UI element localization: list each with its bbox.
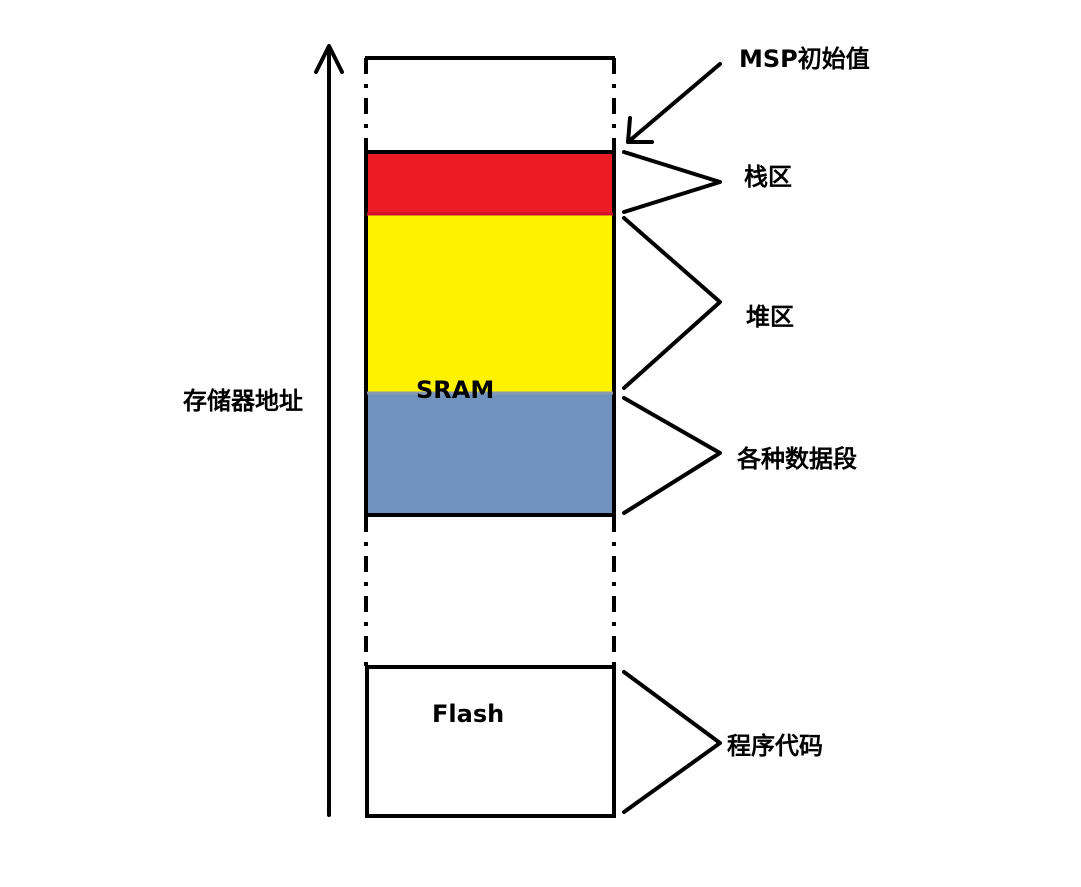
program-code-bracket bbox=[622, 670, 722, 814]
data-segments-label: 各种数据段 bbox=[736, 445, 857, 473]
heap-bracket bbox=[622, 216, 722, 390]
data-segment-region bbox=[367, 392, 613, 514]
address-axis-label: 存储器地址 bbox=[183, 387, 303, 415]
msp-pointer-arrow bbox=[626, 62, 722, 144]
flash-label: Flash bbox=[432, 700, 504, 728]
data-segment-bracket bbox=[622, 396, 722, 515]
msp-initial-label: MSP初始值 bbox=[739, 45, 870, 73]
sram-label: SRAM bbox=[416, 376, 494, 404]
stack-region bbox=[367, 152, 613, 214]
sram-block-outline bbox=[364, 56, 616, 666]
program-code-label: 程序代码 bbox=[727, 732, 823, 760]
flash-block-outline bbox=[365, 665, 616, 818]
annotation-connectors bbox=[622, 150, 722, 814]
stack-label: 栈区 bbox=[744, 163, 792, 191]
address-axis-arrow bbox=[314, 44, 344, 817]
stack-bracket bbox=[622, 150, 722, 214]
heap-region bbox=[367, 214, 613, 392]
heap-label: 堆区 bbox=[746, 303, 794, 331]
